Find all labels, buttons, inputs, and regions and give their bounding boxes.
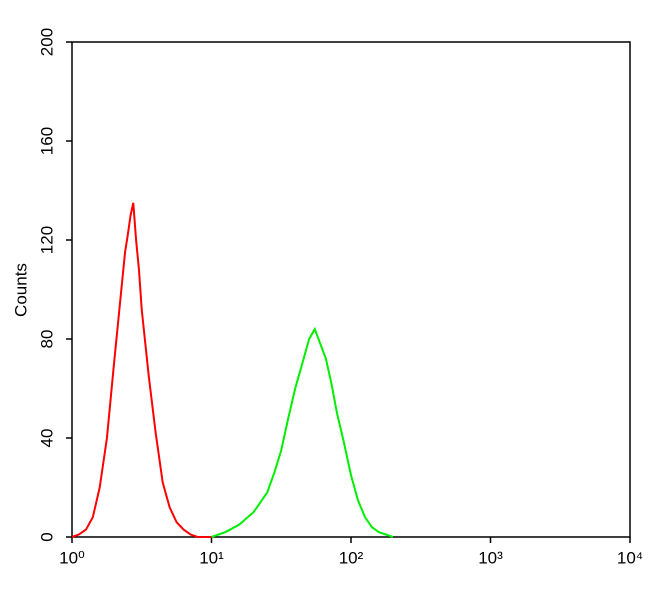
x-tick-label: 10² — [339, 548, 364, 567]
histogram-line — [211, 326, 394, 538]
y-tick-label: 120 — [37, 226, 56, 254]
x-tick-label: 10¹ — [199, 548, 224, 567]
plot-frame — [71, 41, 631, 538]
y-tick-label: 160 — [37, 127, 56, 155]
x-tick-label: 10⁰ — [59, 548, 85, 567]
y-tick-label: 200 — [37, 28, 56, 56]
y-tick-label: 40 — [37, 429, 56, 448]
y-axis-label: Counts — [11, 263, 30, 317]
y-tick-label: 80 — [37, 330, 56, 349]
x-tick-label: 10³ — [478, 548, 503, 567]
x-tick-label: 10⁴ — [617, 548, 643, 567]
y-tick-label: 0 — [37, 532, 56, 541]
histogram-line — [71, 202, 212, 538]
